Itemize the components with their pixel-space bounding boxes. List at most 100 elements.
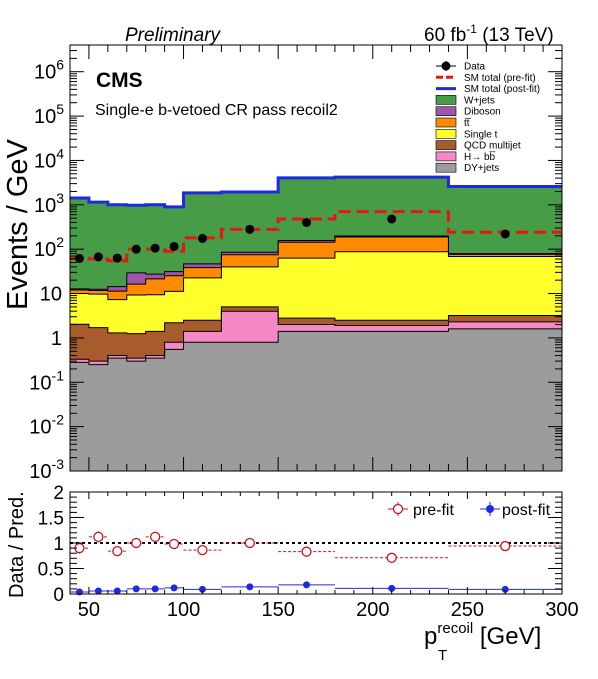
data-point bbox=[245, 224, 255, 234]
legend-label: tt̅ bbox=[464, 117, 471, 129]
ratio-y-ticks: 0 0.5 1 1.5 2 bbox=[38, 483, 562, 606]
ratio-y-tick-label: 1.5 bbox=[38, 509, 64, 530]
cms-label: CMS bbox=[96, 69, 143, 92]
legend-data-marker-icon bbox=[441, 61, 451, 71]
ratio-postfit-point bbox=[151, 585, 159, 593]
data-point bbox=[197, 233, 207, 243]
ratio-prefit-point bbox=[301, 546, 312, 557]
sm-total-prefit-line bbox=[70, 210, 562, 263]
ratio-x-ticks: 50 100 150 200 250 300 bbox=[78, 492, 579, 621]
upper-y-tick-label-base: 10 bbox=[34, 150, 56, 172]
data-point bbox=[387, 214, 397, 224]
legend-swatch-icon bbox=[435, 117, 457, 128]
legend-label: Single t bbox=[464, 129, 498, 140]
upper-y-tick-label-base: 10 bbox=[29, 372, 51, 394]
upper-y-tick-label-base: 1 bbox=[51, 328, 62, 350]
data-point bbox=[131, 244, 141, 254]
ratio-postfit-point bbox=[113, 587, 121, 595]
ratio-legend-postfit: post-fit bbox=[502, 502, 551, 519]
legend-swatch-icon bbox=[435, 129, 457, 139]
upper-y-tick-label-exp: -3 bbox=[52, 456, 65, 472]
upper-y-tick-label-base: 10 bbox=[34, 239, 56, 261]
upper-y-axis-title: Events / GeV bbox=[2, 138, 34, 310]
data-point bbox=[150, 243, 160, 253]
stacked-histogram bbox=[70, 176, 562, 471]
data-point bbox=[500, 229, 510, 239]
data-point bbox=[169, 241, 179, 251]
postfit-marker-icon bbox=[486, 505, 494, 513]
stack-band-single-t bbox=[70, 251, 562, 334]
upper-y-tick-label: 106 bbox=[34, 57, 64, 84]
ratio-postfit-point bbox=[303, 581, 311, 589]
x-tick-label: 300 bbox=[545, 599, 578, 621]
sm-totals bbox=[70, 175, 562, 263]
legend-label: Data bbox=[464, 62, 486, 73]
x-tick-label: 150 bbox=[261, 599, 294, 621]
upper-y-tick-label-base: 10 bbox=[34, 62, 56, 84]
stack-outline-1 bbox=[70, 310, 562, 362]
ratio-prefit-point bbox=[93, 531, 104, 543]
legend-label: Diboson bbox=[464, 107, 501, 118]
stack-band-dy-jets bbox=[70, 328, 562, 471]
legend-label: H→ bb̅ bbox=[464, 151, 496, 163]
ratio-prefit-point bbox=[500, 540, 511, 552]
ratio-y-tick-label: 2 bbox=[53, 483, 64, 504]
stack-outline-2 bbox=[70, 306, 562, 335]
data-point bbox=[74, 253, 84, 263]
upper-y-tick-label: 10 bbox=[40, 284, 62, 306]
ratio-prefit-point bbox=[386, 552, 397, 563]
ratio-prefit-point bbox=[131, 537, 142, 549]
region-label: Single-e b-vetoed CR pass recoil2 bbox=[95, 102, 338, 119]
ratio-postfit-point bbox=[170, 584, 178, 592]
data-points bbox=[74, 214, 510, 263]
legend-label: SM total (post-fit) bbox=[464, 84, 540, 95]
upper-y-tick-label-exp: -1 bbox=[52, 367, 65, 383]
legend-label: W+jets bbox=[464, 95, 495, 106]
upper-y-tick-label-base: 10 bbox=[29, 461, 51, 483]
legend-label: DY+jets bbox=[464, 163, 499, 174]
upper-y-tick-label-base: 10 bbox=[40, 284, 62, 306]
luminosity-label: 60 fb-1 (13 TeV) bbox=[424, 22, 554, 46]
upper-y-tick-label-exp: 6 bbox=[56, 57, 64, 73]
upper-y-tick-label: 10-1 bbox=[29, 367, 64, 394]
ratio-prefit-point bbox=[150, 531, 161, 543]
legend-swatch-icon bbox=[435, 106, 457, 116]
ratio-y-axis-title: Data / Pred. bbox=[6, 491, 28, 598]
legend-swatch-icon bbox=[435, 162, 457, 173]
upper-y-tick-label: 1 bbox=[51, 328, 62, 350]
preliminary-label: Preliminary bbox=[125, 25, 222, 46]
upper-y-tick-label: 102 bbox=[34, 234, 64, 261]
ratio-prefit-point bbox=[112, 546, 123, 557]
legend-swatch-icon bbox=[435, 151, 457, 162]
ratio-postfit-point bbox=[198, 585, 206, 593]
upper-y-tick-label-base: 10 bbox=[34, 106, 56, 128]
data-point bbox=[93, 252, 103, 262]
stack-outline-5 bbox=[70, 235, 562, 290]
x-tick-label: 200 bbox=[356, 599, 389, 621]
upper-y-tick-label-exp: 5 bbox=[56, 101, 64, 117]
upper-x-ticks bbox=[88, 45, 563, 471]
upper-y-tick-label-base: 10 bbox=[34, 195, 56, 217]
upper-y-tick-label: 10-3 bbox=[29, 456, 64, 483]
upper-y-tick-label-exp: -2 bbox=[52, 412, 65, 428]
legend-swatch-icon bbox=[435, 140, 457, 150]
data-point bbox=[302, 217, 312, 227]
x-tick-label: 250 bbox=[451, 599, 484, 621]
ratio-postfit-point bbox=[94, 587, 102, 595]
legend-label: SM total (pre-fit) bbox=[464, 73, 536, 84]
x-tick-label: 50 bbox=[78, 599, 100, 621]
upper-y-tick-label: 10-2 bbox=[29, 412, 64, 439]
ratio-y-tick-label: 0 bbox=[53, 585, 64, 606]
ratio-prefit-point bbox=[244, 537, 255, 549]
ratio-prefit-point bbox=[168, 538, 180, 550]
sm-total-postfit-line bbox=[70, 175, 562, 209]
ratio-prefit-point bbox=[197, 544, 208, 556]
ratio-postfit-point bbox=[388, 584, 396, 592]
ratio-pad: 0 0.5 1 1.5 2 50 100 150 200 250 300 Data / Pred.… bbox=[6, 483, 579, 621]
x-axis-title: precoil [GeV] bbox=[424, 620, 541, 650]
legend-label: QCD multijet bbox=[464, 141, 521, 152]
upper-y-tick-label-exp: 3 bbox=[56, 190, 64, 206]
